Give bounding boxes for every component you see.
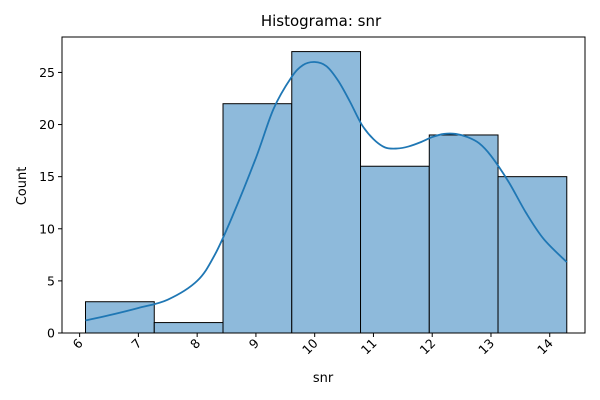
y-tick-label-20: 20 (39, 117, 55, 132)
y-axis: 0 5 10 15 20 25 (39, 65, 62, 341)
x-tick-label-12: 12 (416, 336, 438, 358)
y-tick-label-25: 25 (39, 65, 55, 80)
histogram-bar-4 (360, 165, 430, 334)
x-tick-label-6: 6 (70, 335, 86, 351)
x-tick-label-8: 8 (187, 335, 203, 351)
plot-frame (61, 36, 586, 334)
histogram-bar-6 (497, 176, 568, 334)
y-tick-label-10: 10 (39, 221, 55, 236)
histogram-bar-2 (222, 103, 293, 334)
x-tick-label-10: 10 (299, 335, 321, 357)
x-tick-label-7: 7 (128, 336, 144, 352)
chart-title: Histograma: snr (261, 12, 382, 30)
x-tick-label-9: 9 (246, 335, 262, 351)
histogram-bar-5 (428, 134, 499, 334)
kde-curve (85, 61, 568, 322)
histogram-bar-1 (153, 322, 224, 334)
x-tick-label-14: 14 (534, 335, 556, 357)
histogram-bars (85, 51, 568, 334)
y-tick-label-5: 5 (47, 273, 55, 288)
histogram-bar-3 (291, 51, 362, 334)
y-tick-label-0: 0 (47, 326, 55, 341)
y-axis-label: Count (15, 167, 30, 206)
x-axis-label: snr (313, 371, 334, 386)
x-tick-label-11: 11 (358, 336, 380, 358)
y-tick-label-15: 15 (39, 169, 55, 184)
x-tick-label-13: 13 (475, 336, 497, 358)
x-axis: 6 7 8 9 10 11 12 13 14 (70, 333, 556, 357)
